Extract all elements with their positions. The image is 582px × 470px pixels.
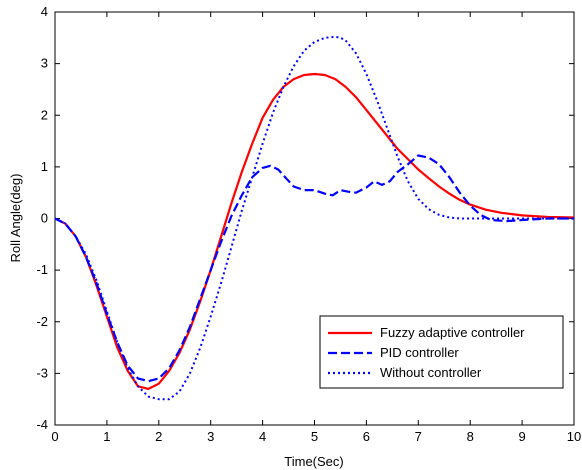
- legend-label-2: PID controller: [380, 345, 459, 360]
- x-tick-label: 10: [567, 429, 581, 444]
- y-tick-label: -3: [36, 365, 48, 380]
- y-tick-label: -2: [36, 314, 48, 329]
- legend-label-3: Without controller: [380, 365, 482, 380]
- series-layer: [54, 35, 575, 401]
- y-tick-label: 2: [41, 107, 48, 122]
- y-tick-label: 0: [41, 211, 48, 226]
- y-tick-label: 4: [41, 4, 48, 19]
- y-axis-ticks: -4 -3 -2 -1 0 1 2 3 4: [36, 4, 574, 432]
- x-tick-label: 7: [415, 429, 422, 444]
- y-tick-label: -1: [36, 262, 48, 277]
- x-tick-label: 4: [259, 429, 266, 444]
- legend: Fuzzy adaptive controller PID controller W…: [319, 315, 564, 389]
- legend-label-1: Fuzzy adaptive controller: [380, 325, 525, 340]
- x-tick-label: 6: [363, 429, 370, 444]
- x-tick-label: 1: [103, 429, 110, 444]
- x-tick-label: 3: [207, 429, 214, 444]
- y-tick-label: 1: [41, 159, 48, 174]
- x-axis-ticks: 0 1 2 3 4 5 6 7 8 9 10: [51, 12, 581, 444]
- series-line-3: [54, 35, 574, 401]
- y-axis-label: Roll Angle(deg): [8, 174, 23, 263]
- y-tick-label: 3: [41, 56, 48, 71]
- x-tick-label: 0: [51, 429, 58, 444]
- x-tick-label: 8: [467, 429, 474, 444]
- x-tick-label: 9: [518, 429, 525, 444]
- x-axis-label: Time(Sec): [284, 454, 343, 469]
- x-tick-label: 2: [155, 429, 162, 444]
- series-line-2: [54, 154, 574, 383]
- x-tick-label: 5: [311, 429, 318, 444]
- y-tick-label: -4: [36, 417, 48, 432]
